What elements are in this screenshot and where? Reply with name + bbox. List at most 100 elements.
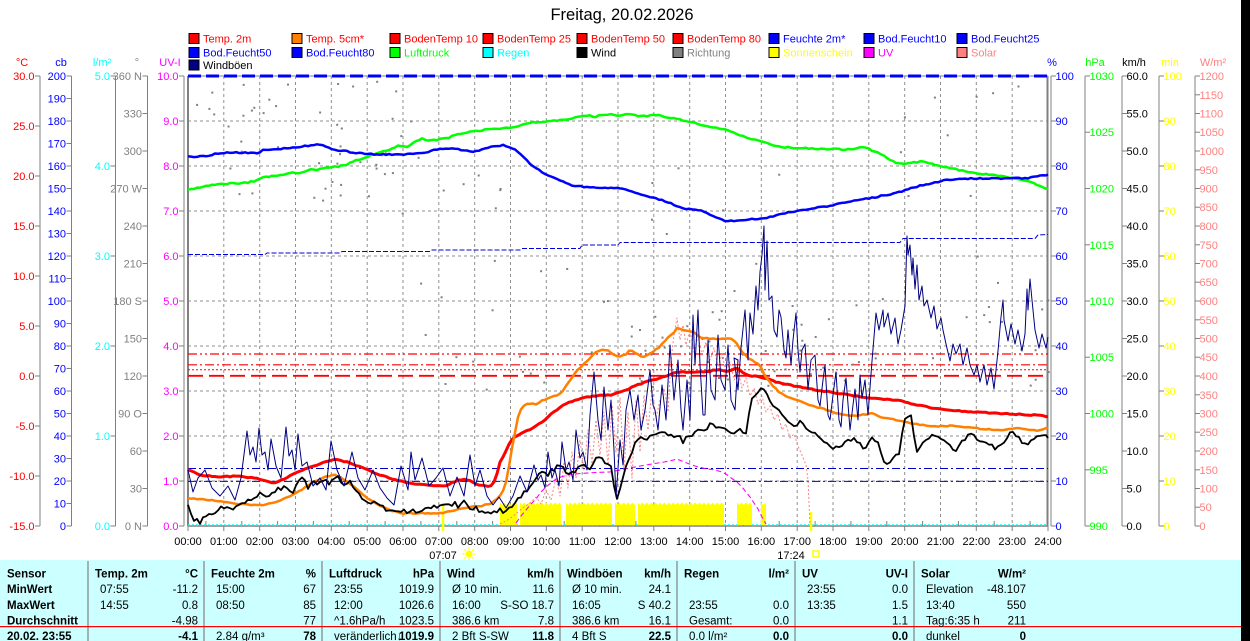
svg-text:BodenTemp 80: BodenTemp 80 — [687, 34, 761, 46]
svg-text:Windböen: Windböen — [567, 569, 622, 581]
svg-text:150: 150 — [1200, 465, 1218, 477]
svg-text:60: 60 — [1164, 251, 1176, 263]
svg-text:170: 170 — [48, 139, 66, 151]
svg-text:150: 150 — [48, 184, 66, 196]
svg-text:16:05: 16:05 — [572, 600, 601, 612]
svg-text:180 S: 180 S — [113, 296, 142, 308]
svg-text:1019.9: 1019.9 — [399, 584, 434, 596]
svg-text:1015: 1015 — [1090, 240, 1114, 252]
svg-text:03:00: 03:00 — [282, 536, 310, 548]
svg-text:14:00: 14:00 — [676, 536, 704, 548]
svg-text:550: 550 — [1200, 315, 1218, 327]
svg-text:211: 211 — [1008, 616, 1026, 628]
svg-text:100: 100 — [1200, 484, 1218, 496]
svg-text:1.1: 1.1 — [892, 616, 908, 628]
svg-text:BodenTemp 10: BodenTemp 10 — [404, 34, 478, 46]
svg-text:Solar: Solar — [971, 48, 997, 60]
svg-text:120: 120 — [48, 251, 66, 263]
svg-text:16:00: 16:00 — [452, 600, 481, 612]
svg-text:07:55: 07:55 — [100, 584, 129, 596]
svg-text:5.0: 5.0 — [19, 321, 34, 333]
svg-text:50: 50 — [1056, 296, 1068, 308]
svg-text:40: 40 — [1164, 341, 1176, 353]
svg-text:450: 450 — [1200, 352, 1218, 364]
svg-text:15.0: 15.0 — [1127, 409, 1148, 421]
svg-text:9.0: 9.0 — [163, 116, 178, 128]
svg-text:07:00: 07:00 — [425, 536, 453, 548]
svg-text:02:00: 02:00 — [246, 536, 274, 548]
svg-text:3.0: 3.0 — [163, 386, 178, 398]
svg-text:40: 40 — [1056, 341, 1068, 353]
svg-text:Regen: Regen — [684, 569, 719, 581]
svg-text:1150: 1150 — [1200, 90, 1224, 102]
svg-text:150: 150 — [124, 334, 142, 346]
svg-text:70: 70 — [54, 364, 66, 376]
svg-text:hPa: hPa — [1085, 57, 1105, 69]
svg-text:04:00: 04:00 — [318, 536, 346, 548]
svg-text:09:00: 09:00 — [497, 536, 525, 548]
svg-text:W/m²: W/m² — [1200, 57, 1227, 69]
svg-text:30: 30 — [130, 484, 142, 496]
svg-text:13:35: 13:35 — [807, 600, 836, 612]
svg-text:85: 85 — [303, 600, 316, 612]
svg-text:200: 200 — [1200, 446, 1218, 458]
svg-text:300: 300 — [124, 146, 142, 158]
svg-text:1020: 1020 — [1090, 184, 1114, 196]
svg-text:UV-I: UV-I — [159, 57, 180, 69]
svg-text:07:07: 07:07 — [429, 550, 457, 562]
svg-text:24.1: 24.1 — [649, 584, 671, 596]
svg-text:-15.0: -15.0 — [9, 521, 34, 533]
svg-text:950: 950 — [1200, 165, 1218, 177]
svg-text:Elevation: Elevation — [926, 584, 973, 596]
svg-text:386.6 km: 386.6 km — [452, 616, 499, 628]
svg-text:-48.107: -48.107 — [987, 584, 1026, 596]
svg-text:14:55: 14:55 — [100, 600, 129, 612]
svg-text:Tag:6:35 h: Tag:6:35 h — [926, 616, 980, 628]
svg-text:80: 80 — [1164, 161, 1176, 173]
svg-text:18:00: 18:00 — [819, 536, 847, 548]
svg-text:20: 20 — [54, 476, 66, 488]
svg-text:22:00: 22:00 — [963, 536, 991, 548]
svg-text:20.0: 20.0 — [1127, 371, 1148, 383]
svg-text:15:00: 15:00 — [712, 536, 740, 548]
svg-text:10: 10 — [54, 499, 66, 511]
svg-text:20:00: 20:00 — [891, 536, 919, 548]
svg-text:30: 30 — [54, 454, 66, 466]
svg-text:4.0: 4.0 — [163, 341, 178, 353]
svg-text:900: 900 — [1200, 184, 1218, 196]
svg-text:11.8: 11.8 — [532, 631, 554, 641]
svg-text:Ø 10 min.: Ø 10 min. — [572, 584, 622, 596]
svg-text:2 Bft S-SW: 2 Bft S-SW — [452, 631, 509, 641]
svg-text:BodenTemp 25: BodenTemp 25 — [497, 34, 571, 46]
svg-text:1026.6: 1026.6 — [399, 600, 434, 612]
svg-text:600: 600 — [1200, 296, 1218, 308]
svg-text:1100: 1100 — [1200, 109, 1224, 121]
svg-text:90 O: 90 O — [118, 409, 142, 421]
svg-text:%: % — [1047, 57, 1057, 69]
svg-text:45.0: 45.0 — [1127, 184, 1148, 196]
svg-text:50.0: 50.0 — [1127, 146, 1148, 158]
svg-text:0.0: 0.0 — [773, 631, 789, 641]
svg-text:1025: 1025 — [1090, 127, 1114, 139]
svg-text:700: 700 — [1200, 259, 1218, 271]
svg-text:13:40: 13:40 — [926, 600, 955, 612]
svg-text:Durchschnitt: Durchschnitt — [7, 616, 78, 628]
svg-text:90: 90 — [1056, 116, 1068, 128]
svg-text:100: 100 — [48, 296, 66, 308]
svg-text:km/h: km/h — [1122, 57, 1146, 69]
svg-text:70: 70 — [1056, 206, 1068, 218]
svg-text:MinWert: MinWert — [7, 584, 52, 596]
svg-text:10.0: 10.0 — [1127, 446, 1148, 458]
svg-text:Bod.Feucht80: Bod.Feucht80 — [306, 48, 375, 60]
svg-text:0: 0 — [1164, 521, 1170, 533]
svg-text:200: 200 — [48, 71, 66, 83]
svg-text:160: 160 — [48, 161, 66, 173]
svg-text:8.0: 8.0 — [163, 161, 178, 173]
svg-text:Feuchte 2m*: Feuchte 2m* — [783, 34, 846, 46]
svg-text:330: 330 — [124, 109, 142, 121]
svg-text:67: 67 — [303, 584, 316, 596]
svg-text:100: 100 — [1164, 71, 1182, 83]
svg-text:190: 190 — [48, 94, 66, 106]
svg-text:MaxWert: MaxWert — [7, 600, 55, 612]
svg-text:dunkel: dunkel — [926, 631, 960, 641]
